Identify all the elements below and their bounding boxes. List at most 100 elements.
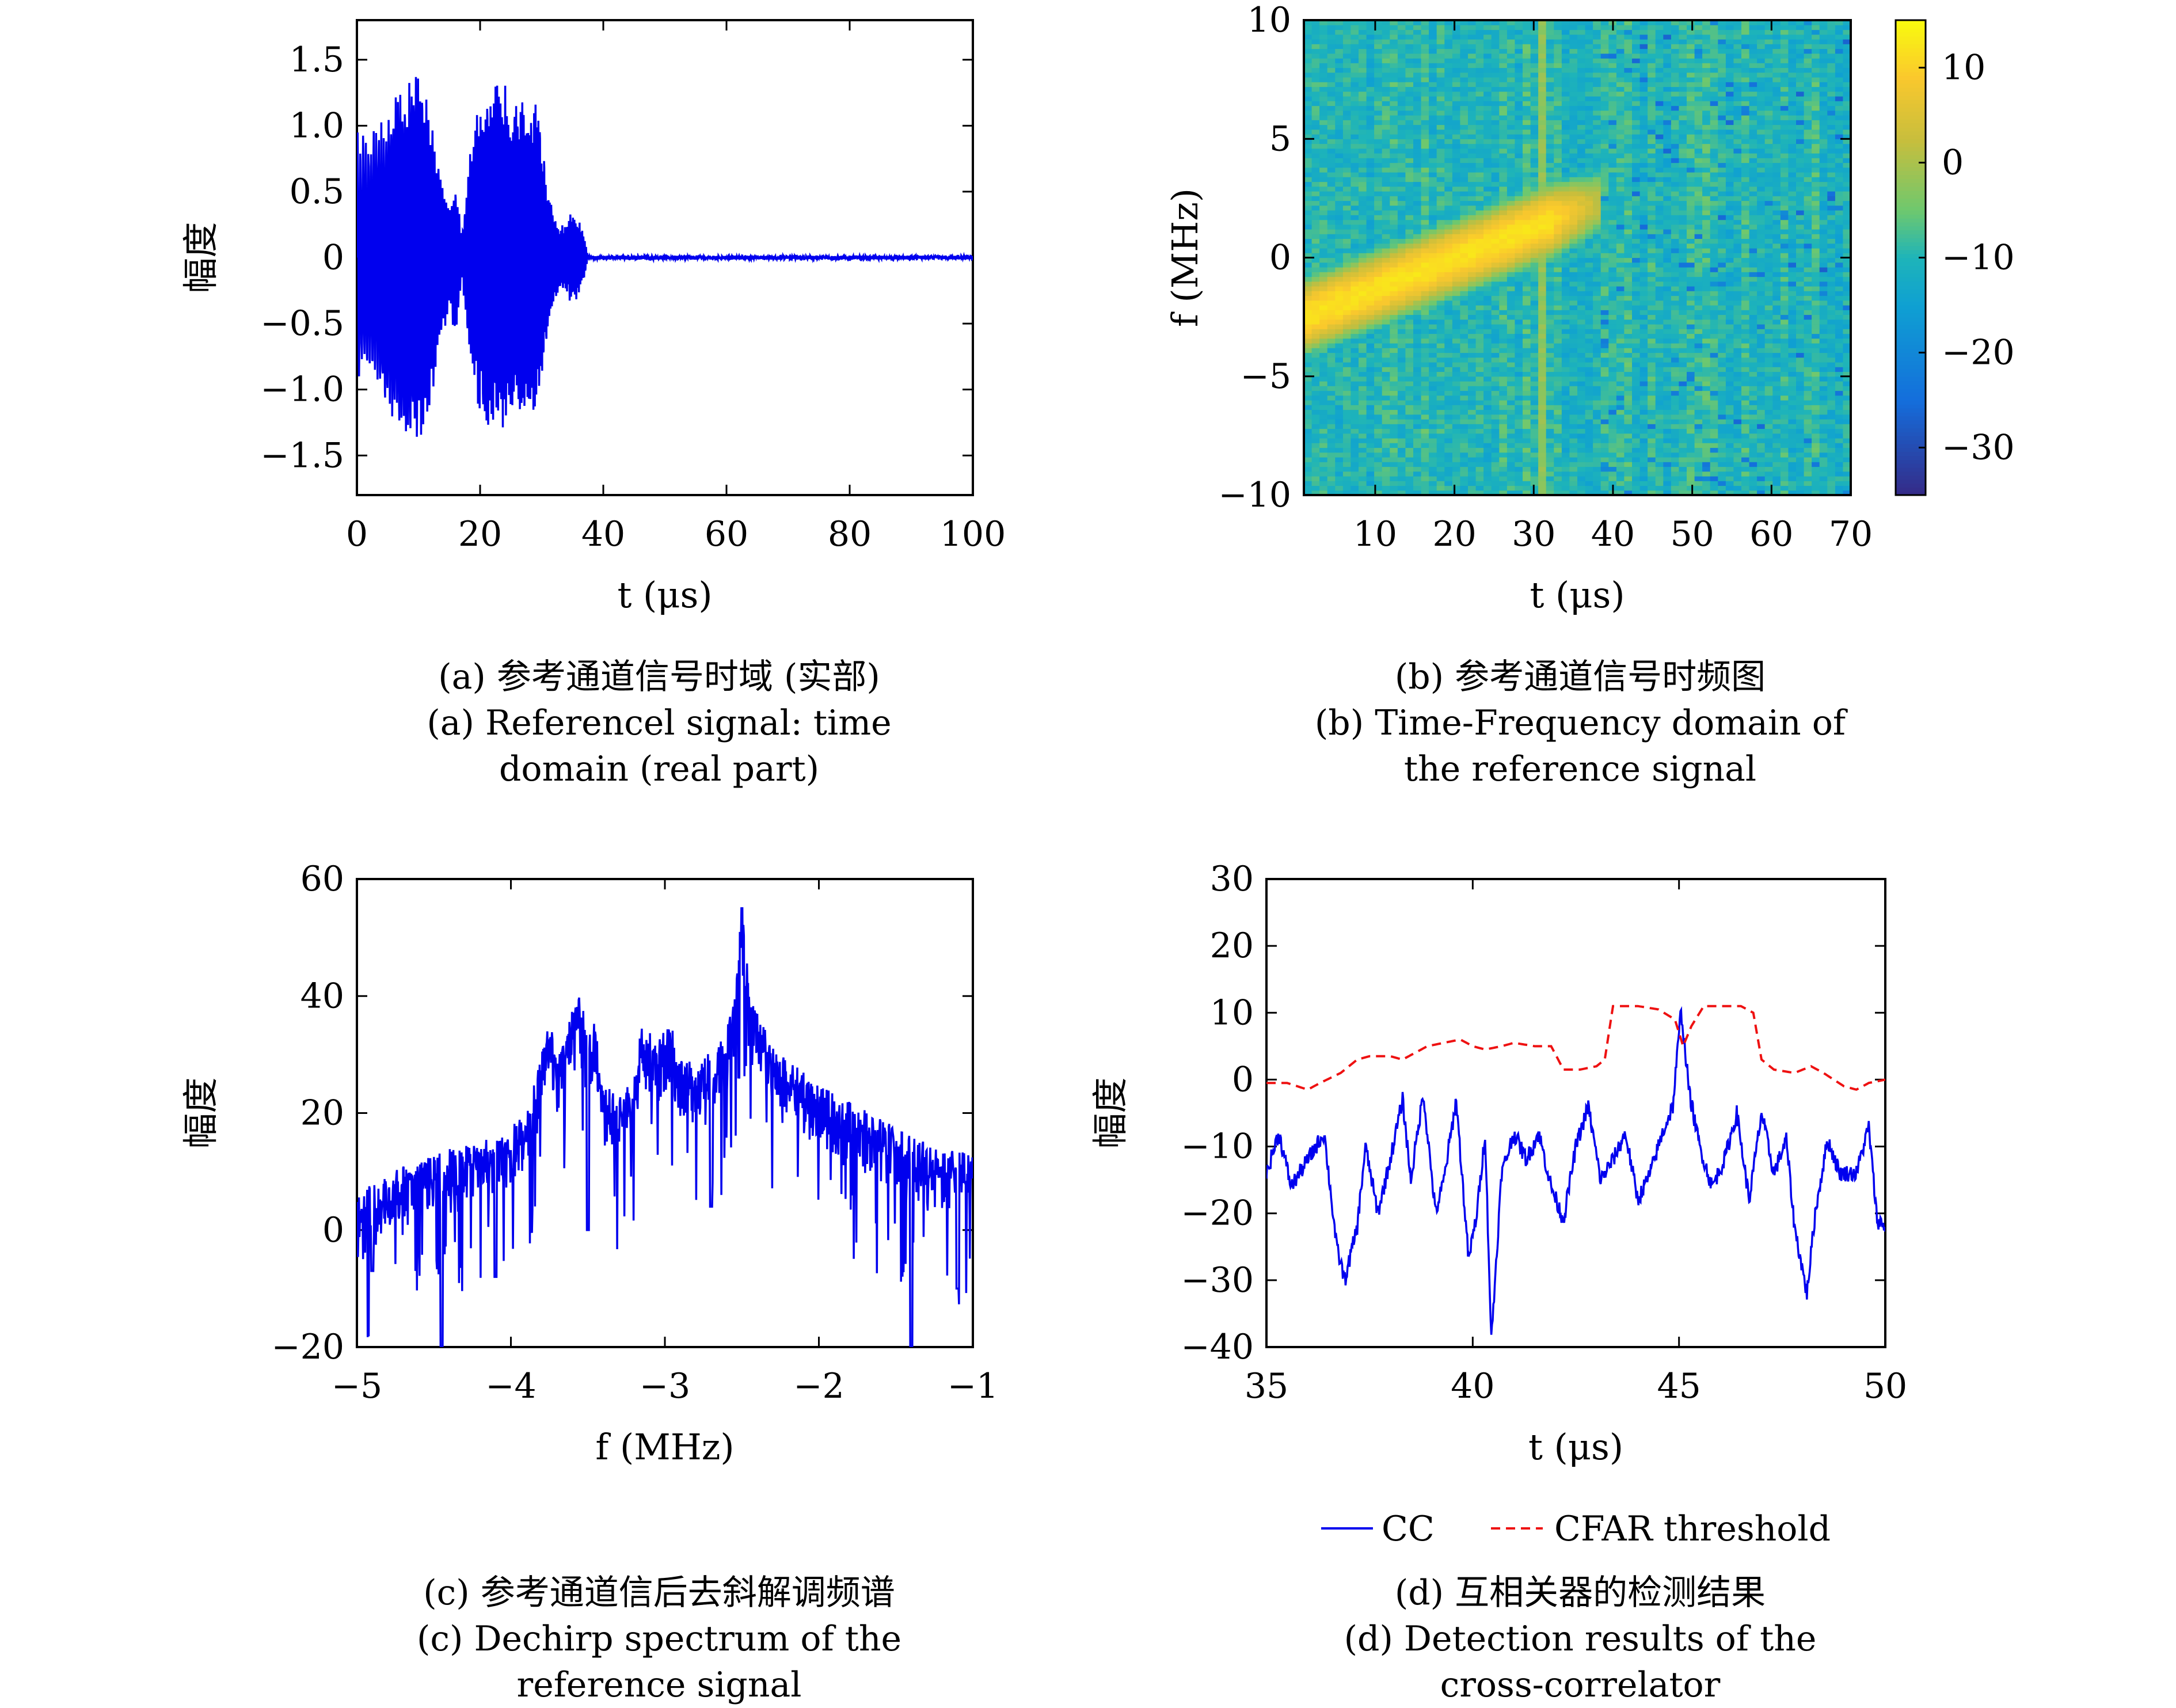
- heatmap-cell: [1687, 286, 1695, 291]
- heatmap-cell: [1546, 272, 1554, 277]
- heatmap-cell: [1648, 476, 1656, 481]
- heatmap-cell: [1460, 395, 1468, 401]
- heatmap-cell: [1523, 476, 1531, 481]
- heatmap-cell: [1452, 44, 1460, 49]
- heatmap-cell: [1476, 414, 1484, 420]
- heatmap-cell: [1335, 196, 1343, 201]
- heatmap-cell: [1632, 310, 1640, 315]
- heatmap-cell: [1546, 438, 1554, 443]
- heatmap-cell: [1452, 220, 1460, 225]
- heatmap-cell: [1656, 348, 1664, 353]
- heatmap-cell: [1648, 130, 1656, 135]
- heatmap-cell: [1531, 134, 1539, 139]
- heatmap-cell: [1515, 163, 1523, 168]
- heatmap-cell: [1624, 111, 1632, 116]
- heatmap-cell: [1593, 405, 1601, 410]
- heatmap-cell: [1679, 49, 1687, 54]
- heatmap-cell: [1421, 348, 1429, 353]
- heatmap-cell: [1515, 386, 1523, 391]
- heatmap-cell: [1515, 177, 1523, 182]
- heatmap-cell: [1632, 258, 1640, 263]
- heatmap-cell: [1421, 471, 1429, 477]
- heatmap-cell: [1616, 400, 1625, 405]
- heatmap-cell: [1663, 248, 1671, 253]
- heatmap-cell: [1413, 481, 1421, 486]
- heatmap-cell: [1492, 196, 1500, 201]
- heatmap-cell: [1608, 82, 1616, 87]
- heatmap-cell: [1515, 282, 1523, 287]
- heatmap-cell: [1608, 92, 1616, 97]
- heatmap-cell: [1608, 101, 1616, 106]
- heatmap-cell: [1312, 367, 1320, 372]
- heatmap-cell: [1351, 168, 1359, 173]
- heatmap-cell: [1327, 391, 1336, 396]
- heatmap-cell: [1319, 324, 1327, 329]
- heatmap-cell: [1304, 215, 1312, 220]
- heatmap-cell: [1382, 258, 1390, 263]
- heatmap-cell: [1429, 438, 1437, 443]
- heatmap-cell: [1312, 357, 1320, 363]
- heatmap-cell: [1648, 372, 1656, 377]
- heatmap-cell: [1562, 125, 1570, 130]
- heatmap-cell: [1492, 96, 1500, 101]
- heatmap-cell: [1554, 372, 1562, 377]
- heatmap-cell: [1492, 25, 1500, 30]
- heatmap-cell: [1671, 134, 1679, 139]
- heatmap-cell: [1319, 177, 1327, 182]
- heatmap-cell: [1616, 206, 1625, 211]
- heatmap-cell: [1687, 319, 1695, 325]
- heatmap-cell: [1413, 25, 1421, 30]
- heatmap-cell: [1319, 68, 1327, 73]
- heatmap-cell: [1562, 229, 1570, 234]
- heatmap-cell: [1429, 210, 1437, 215]
- heatmap-cell: [1335, 58, 1343, 63]
- heatmap-cell: [1593, 220, 1601, 225]
- heatmap-cell: [1351, 452, 1359, 458]
- heatmap-cell: [1531, 305, 1539, 310]
- heatmap-cell: [1335, 177, 1343, 182]
- heatmap-cell: [1390, 471, 1398, 477]
- heatmap-cell: [1679, 168, 1687, 173]
- heatmap-cell: [1421, 486, 1429, 491]
- heatmap-cell: [1608, 49, 1616, 54]
- heatmap-cell: [1616, 115, 1625, 120]
- heatmap-cell: [1577, 319, 1585, 325]
- heatmap-cell: [1398, 362, 1406, 367]
- heatmap-cell: [1398, 329, 1406, 334]
- heatmap-cell: [1390, 158, 1398, 163]
- heatmap-cell: [1663, 419, 1671, 424]
- heatmap-cell: [1593, 134, 1601, 139]
- heatmap-cell: [1585, 153, 1593, 158]
- heatmap-cell: [1398, 381, 1406, 386]
- heatmap-cell: [1616, 30, 1625, 35]
- heatmap-cell: [1312, 96, 1320, 101]
- heatmap-cell: [1460, 168, 1468, 173]
- heatmap-cell: [1327, 229, 1336, 234]
- heatmap-cell: [1608, 414, 1616, 420]
- heatmap-cell: [1367, 391, 1375, 396]
- heatmap-cell: [1460, 296, 1468, 301]
- heatmap-cell: [1671, 153, 1679, 158]
- heatmap-cell: [1569, 424, 1577, 429]
- heatmap-cell: [1601, 248, 1609, 253]
- heatmap-cell: [1460, 481, 1468, 486]
- heatmap-cell: [1390, 115, 1398, 120]
- heatmap-cell: [1687, 343, 1695, 348]
- heatmap-cell: [1452, 315, 1460, 320]
- heatmap-cell: [1367, 73, 1375, 78]
- heatmap-cell: [1359, 144, 1367, 149]
- heatmap-cell: [1585, 457, 1593, 462]
- heatmap-cell: [1616, 362, 1625, 367]
- heatmap-cell: [1546, 92, 1554, 97]
- heatmap-cell: [1437, 476, 1445, 481]
- heatmap-cell: [1374, 263, 1382, 268]
- heatmap-cell: [1421, 300, 1429, 306]
- heatmap-cell: [1577, 353, 1585, 358]
- heatmap-cell: [1656, 400, 1664, 405]
- heatmap-cell: [1421, 130, 1429, 135]
- heatmap-cell: [1656, 229, 1664, 234]
- heatmap-cell: [1538, 182, 1546, 187]
- heatmap-cell: [1319, 291, 1327, 296]
- heatmap-cell: [1585, 201, 1593, 206]
- heatmap-cell: [1437, 381, 1445, 386]
